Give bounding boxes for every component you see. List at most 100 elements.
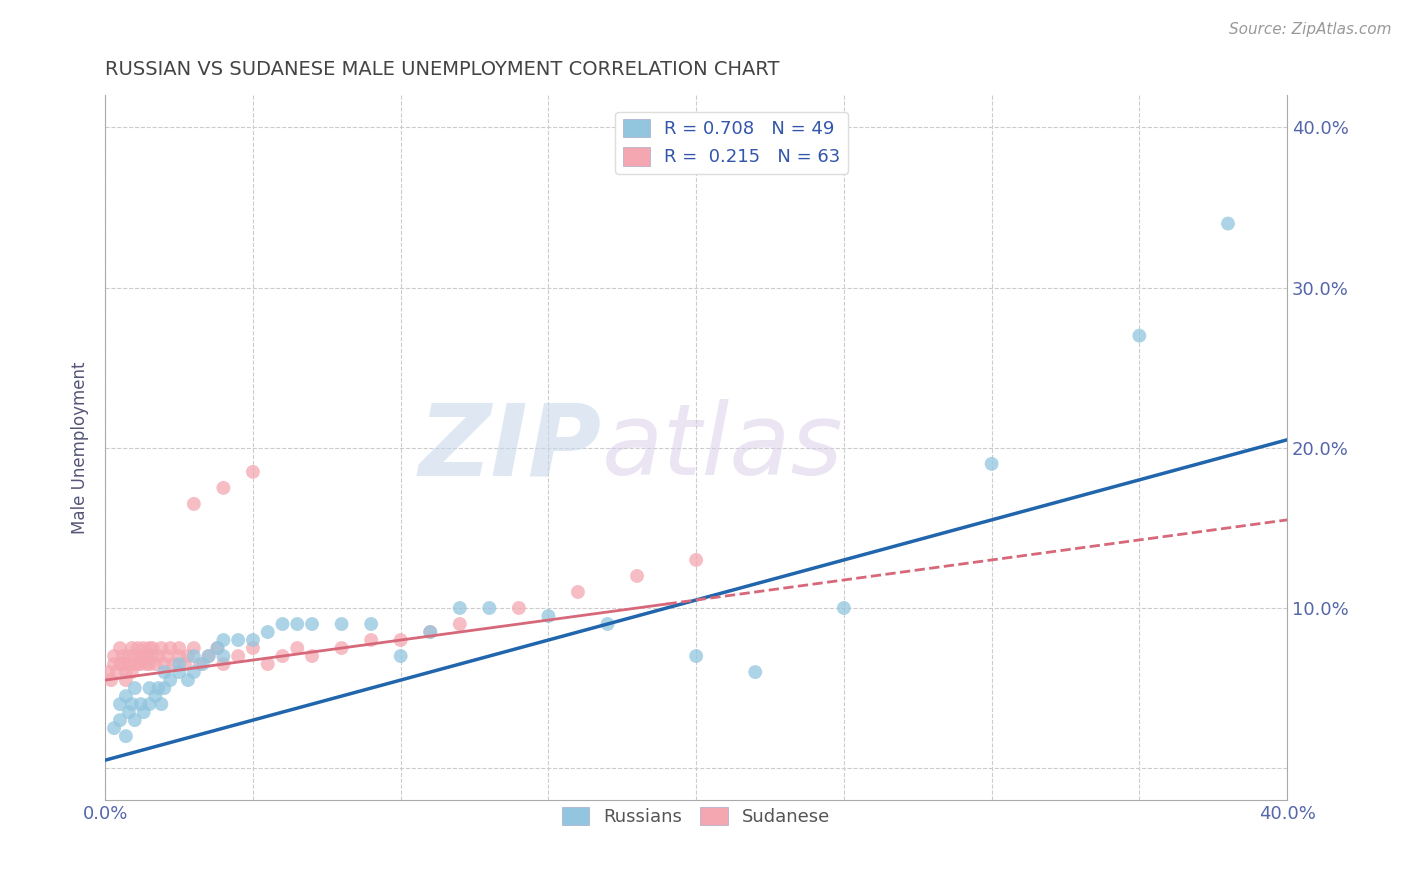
Point xyxy=(129,657,152,671)
Point xyxy=(148,648,170,663)
Point xyxy=(301,648,323,663)
Point xyxy=(242,465,264,479)
Point xyxy=(301,617,323,632)
Point xyxy=(150,697,173,711)
Y-axis label: Male Unemployment: Male Unemployment xyxy=(72,361,89,534)
Point xyxy=(129,648,152,663)
Point xyxy=(177,673,200,687)
Text: ZIP: ZIP xyxy=(419,400,602,496)
Point xyxy=(167,665,190,679)
Point xyxy=(167,648,190,663)
Point xyxy=(115,673,138,687)
Point xyxy=(212,481,235,495)
Point xyxy=(111,657,134,671)
Point xyxy=(159,673,181,687)
Legend: Russians, Sudanese: Russians, Sudanese xyxy=(555,800,838,833)
Point xyxy=(508,601,530,615)
Point xyxy=(207,641,229,656)
Point xyxy=(449,601,471,615)
Point xyxy=(159,641,181,656)
Point xyxy=(141,648,163,663)
Point xyxy=(285,617,308,632)
Point xyxy=(596,617,619,632)
Point xyxy=(197,648,219,663)
Point xyxy=(330,617,353,632)
Point xyxy=(1216,217,1239,231)
Point xyxy=(626,569,648,583)
Point xyxy=(115,729,138,743)
Text: atlas: atlas xyxy=(602,400,844,496)
Point xyxy=(118,705,141,719)
Point xyxy=(449,617,471,632)
Point xyxy=(174,657,197,671)
Point xyxy=(100,673,122,687)
Point xyxy=(537,609,560,624)
Point xyxy=(108,641,131,656)
Point xyxy=(183,648,205,663)
Point xyxy=(360,617,382,632)
Point xyxy=(124,648,146,663)
Point xyxy=(285,641,308,656)
Point xyxy=(153,657,176,671)
Point xyxy=(271,617,294,632)
Point xyxy=(121,697,143,711)
Point xyxy=(138,681,160,695)
Point xyxy=(832,601,855,615)
Point xyxy=(197,648,219,663)
Point xyxy=(183,665,205,679)
Point xyxy=(153,681,176,695)
Point xyxy=(132,641,155,656)
Point xyxy=(108,697,131,711)
Point xyxy=(419,625,441,640)
Point xyxy=(115,665,138,679)
Point xyxy=(150,641,173,656)
Point xyxy=(103,721,125,735)
Point xyxy=(744,665,766,679)
Point xyxy=(567,585,589,599)
Point xyxy=(124,657,146,671)
Point xyxy=(212,648,235,663)
Text: RUSSIAN VS SUDANESE MALE UNEMPLOYMENT CORRELATION CHART: RUSSIAN VS SUDANESE MALE UNEMPLOYMENT CO… xyxy=(105,60,780,78)
Point xyxy=(188,657,211,671)
Point xyxy=(162,657,184,671)
Point xyxy=(135,657,157,671)
Point xyxy=(145,657,167,671)
Point xyxy=(138,641,160,656)
Point xyxy=(145,689,167,703)
Point xyxy=(167,641,190,656)
Point xyxy=(129,697,152,711)
Point xyxy=(242,633,264,648)
Point xyxy=(478,601,501,615)
Point xyxy=(108,713,131,727)
Point xyxy=(105,665,128,679)
Point xyxy=(242,641,264,656)
Point xyxy=(271,648,294,663)
Point xyxy=(148,681,170,695)
Point xyxy=(156,648,179,663)
Point xyxy=(135,648,157,663)
Point xyxy=(121,641,143,656)
Point xyxy=(980,457,1002,471)
Point xyxy=(419,625,441,640)
Point xyxy=(138,697,160,711)
Text: Source: ZipAtlas.com: Source: ZipAtlas.com xyxy=(1229,22,1392,37)
Point xyxy=(111,648,134,663)
Point xyxy=(685,553,707,567)
Point xyxy=(685,648,707,663)
Point xyxy=(132,648,155,663)
Point xyxy=(389,648,412,663)
Point xyxy=(103,657,125,671)
Point xyxy=(124,681,146,695)
Point xyxy=(103,648,125,663)
Point xyxy=(127,657,149,671)
Point xyxy=(389,633,412,648)
Point xyxy=(115,689,138,703)
Point xyxy=(108,657,131,671)
Point xyxy=(226,633,249,648)
Point xyxy=(256,625,278,640)
Point xyxy=(118,657,141,671)
Point xyxy=(121,665,143,679)
Point xyxy=(177,648,200,663)
Point xyxy=(330,641,353,656)
Point xyxy=(1128,328,1150,343)
